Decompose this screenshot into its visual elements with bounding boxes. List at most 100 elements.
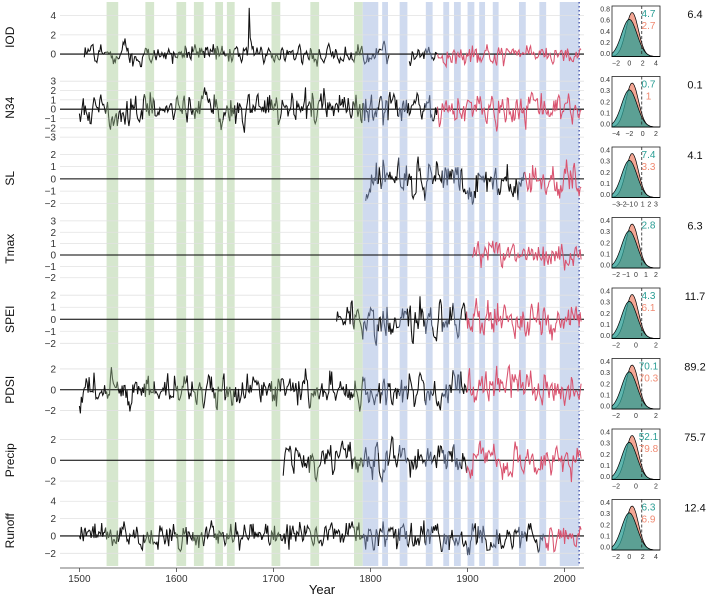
y-tick-label: 0	[50, 174, 56, 185]
series-line	[466, 440, 582, 483]
density-x-tick: 2	[647, 202, 651, 209]
density-y-tick: 0.3	[600, 159, 610, 166]
series-line	[377, 528, 382, 547]
series-line	[377, 95, 382, 111]
series-line	[270, 378, 281, 407]
panel-label: N34	[3, 96, 17, 118]
y-tick-label: 4	[50, 11, 56, 22]
series-line	[270, 51, 281, 64]
y-tick-label: 2	[50, 30, 56, 41]
series-line	[352, 376, 364, 412]
series-line	[352, 456, 364, 473]
y-tick-label: 3	[50, 77, 56, 88]
series-line	[517, 526, 527, 549]
density-x-tick: −2	[612, 554, 620, 561]
series-line	[117, 94, 145, 127]
series-line	[318, 41, 354, 64]
series-line	[377, 316, 382, 332]
series-line	[117, 381, 145, 412]
series-line	[424, 526, 434, 546]
series-line	[213, 45, 224, 60]
panel-value: 4.1	[687, 150, 702, 162]
series-line	[406, 91, 426, 120]
series-line	[336, 300, 354, 326]
density-y-tick: 0.3	[600, 300, 610, 307]
series-line	[460, 531, 468, 548]
density-x-tick: 1	[644, 272, 648, 279]
green-band	[145, 2, 155, 566]
density-y-tick: 0.1	[600, 251, 610, 258]
blue-band	[539, 2, 547, 566]
series-line	[406, 520, 426, 548]
salmon-percent: 1	[646, 92, 652, 103]
density-y-tick: 0.4	[600, 29, 610, 36]
series-line	[432, 51, 438, 62]
panel-value: 6.3	[687, 221, 702, 233]
series-line	[192, 93, 205, 119]
density-y-tick: 0.1	[600, 533, 610, 540]
teal-density	[611, 159, 660, 198]
series-line	[308, 48, 320, 67]
density-x-tick: 3	[654, 202, 658, 209]
teal-density	[611, 230, 660, 269]
density-x-tick: 2	[654, 484, 658, 491]
series-line	[424, 95, 434, 121]
panel-sl: 210 −1−2 SL	[3, 150, 584, 210]
series-line	[143, 530, 155, 545]
blue-band	[382, 2, 388, 566]
series-line	[387, 317, 399, 335]
x-tick-label: 1600	[165, 574, 188, 585]
blue-band	[559, 2, 580, 566]
series-line	[318, 440, 354, 476]
series-line	[153, 373, 177, 400]
series-line	[466, 363, 582, 406]
density-y-tick: 0.0	[600, 51, 610, 58]
density-x-tick: 2	[654, 131, 658, 138]
series-line	[143, 92, 155, 116]
y-tick-label: −2	[45, 273, 57, 284]
series-line	[225, 386, 236, 406]
series-line	[185, 46, 194, 62]
series-line	[153, 100, 177, 120]
series-line	[308, 452, 320, 483]
series-line	[380, 521, 389, 547]
x-axis: 1500 1600 1700 1800 1900 2000	[60, 567, 584, 585]
density-y-tick: 0.2	[600, 522, 610, 529]
timeseries-panels: 420IOD3210−1−2−3N34210−1−2SL3210−1−2Tmax…	[3, 7, 584, 560]
density-y-tick: 0.3	[600, 441, 610, 448]
panel-value: 0.1	[687, 80, 702, 92]
series-line	[117, 38, 145, 68]
density-tmax: 0.4 0.3 0.2 0.1 0.0−2 −1 0 1 2 2.8 6.3	[600, 217, 703, 279]
series-line	[466, 187, 475, 205]
y-tick-label: −2	[45, 549, 57, 560]
blue-band	[479, 2, 486, 566]
salmon-percent: 2.7	[642, 21, 656, 32]
series-line	[143, 375, 155, 397]
series-line	[234, 7, 272, 66]
series-line	[406, 449, 426, 478]
y-tick-label: 2	[50, 291, 56, 302]
series-line	[174, 527, 187, 553]
panel-value: 11.7	[685, 291, 706, 303]
series-line	[234, 92, 272, 133]
series-line	[203, 87, 215, 115]
series-line	[408, 48, 426, 67]
teal-percent: 0.7	[642, 80, 656, 91]
teal-percent: 2.8	[642, 221, 656, 232]
teal-density	[611, 371, 660, 410]
x-axis-label: Year	[309, 582, 336, 597]
density-sl: 0.4 0.3 0.2 0.1 0.0−3−2−1 0 1 2 3 7.43.3 4.1	[600, 146, 703, 209]
x-tick-label: 1800	[359, 574, 382, 585]
series-line	[365, 162, 379, 201]
series-line	[78, 522, 107, 542]
density-y-tick: 0.3	[600, 229, 610, 236]
density-x-tick: 0	[641, 131, 645, 138]
series-line	[192, 382, 205, 409]
density-y-tick: 0.4	[600, 148, 610, 155]
panel-pdsi: 2 0 −2 PDSI	[3, 363, 584, 417]
series-line	[517, 171, 526, 201]
panel-label: SPEI	[3, 306, 17, 333]
blue-band	[443, 2, 450, 566]
series-line	[387, 157, 400, 184]
